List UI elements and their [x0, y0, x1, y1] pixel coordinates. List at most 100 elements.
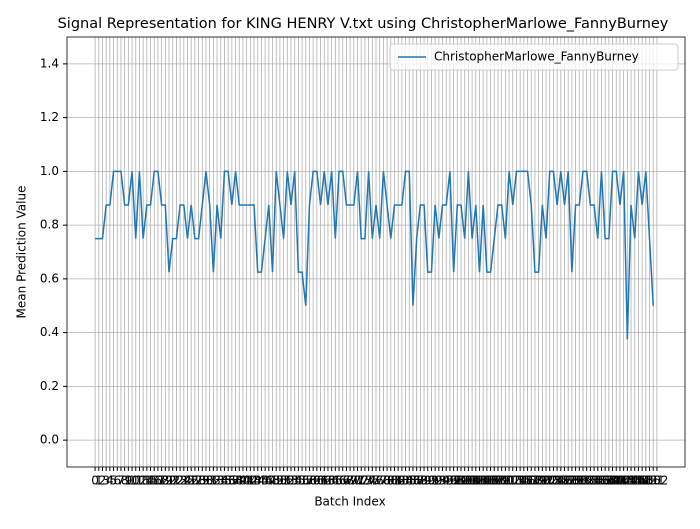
x-tick-label: 118: [520, 474, 543, 488]
x-tick-label: 43: [246, 474, 261, 488]
x-tick-label: 11: [128, 474, 143, 488]
x-tick-label: 98: [450, 474, 465, 488]
x-tick-label: 62: [317, 474, 332, 488]
legend: ChristopherMarlowe_FannyBurney: [389, 43, 679, 71]
x-tick-label: 60: [309, 474, 324, 488]
x-tick-label: 111: [494, 474, 517, 488]
x-axis-label: Batch Index: [314, 495, 385, 509]
x-tick-label: 26: [184, 474, 199, 488]
x-tick-label: 65: [328, 474, 343, 488]
x-tick-label: 103: [464, 474, 487, 488]
x-tick-label: 149: [634, 474, 657, 488]
x-tick-label: 14: [139, 474, 154, 488]
x-tick-label: 146: [623, 474, 646, 488]
x-tick-label: 80: [383, 474, 398, 488]
x-tick-label: 49: [269, 474, 284, 488]
x-tick-label: 17: [150, 474, 165, 488]
x-tick-label: 135: [583, 474, 606, 488]
x-tick-label: 58: [302, 474, 317, 488]
x-tick-label: 127: [553, 474, 576, 488]
x-tick-label: 29: [195, 474, 210, 488]
x-tick-label: 138: [594, 474, 617, 488]
x-tick-label: 78: [376, 474, 391, 488]
x-tick-label: 42: [243, 474, 258, 488]
x-tick-label: 8: [121, 474, 129, 488]
x-tick-label: 37: [224, 474, 239, 488]
x-tick-label: 87: [409, 474, 424, 488]
x-tick-label: 52: [280, 474, 295, 488]
x-tick-label: 25: [180, 474, 195, 488]
x-tick-label: 117: [516, 474, 539, 488]
x-tick-label: 134: [579, 474, 602, 488]
x-tick-label: 89: [416, 474, 431, 488]
x-tick-label: 66: [331, 474, 346, 488]
x-tick-label: 67: [335, 474, 350, 488]
x-tick-label: 15: [143, 474, 158, 488]
x-tick-label: 144: [616, 474, 639, 488]
x-tick-label: 112: [498, 474, 521, 488]
x-tick-label: 31: [202, 474, 217, 488]
x-tick-label: 55: [291, 474, 306, 488]
x-tick-label: 130: [564, 474, 587, 488]
x-tick-label: 109: [487, 474, 510, 488]
legend-label: ChristopherMarlowe_FannyBurney: [434, 50, 639, 64]
x-tick-label: 4: [106, 474, 114, 488]
x-tick-label: 141: [605, 474, 628, 488]
x-tick-label: 139: [597, 474, 620, 488]
x-tick-label: 81: [387, 474, 402, 488]
x-tick-label: 56: [294, 474, 309, 488]
x-tick-label: 72: [354, 474, 369, 488]
y-tick-label: 1.2: [40, 110, 59, 124]
x-tick-label: 84: [398, 474, 413, 488]
x-tick-label: 2: [99, 474, 107, 488]
x-tick-label: 143: [612, 474, 635, 488]
y-tick-label: 0.2: [40, 379, 59, 393]
x-tick-label: 13: [136, 474, 151, 488]
x-tick-label: 34: [213, 474, 228, 488]
x-tick-label: 12: [132, 474, 147, 488]
x-tick-label: 115: [509, 474, 532, 488]
x-tick-label: 114: [505, 474, 528, 488]
x-tick-label: 69: [342, 474, 357, 488]
x-tick-label: 102: [461, 474, 484, 488]
x-tick-label: 129: [560, 474, 583, 488]
legend-box: [389, 43, 679, 71]
x-tick-label: 123: [538, 474, 561, 488]
x-tick-label: 9: [125, 474, 133, 488]
x-tick-label: 108: [483, 474, 506, 488]
x-tick-label: 40: [235, 474, 250, 488]
x-tick-label: 137: [590, 474, 613, 488]
x-tick-label: 59: [306, 474, 321, 488]
x-tick-label: 104: [468, 474, 491, 488]
x-tick-label: 107: [479, 474, 502, 488]
x-tick-label: 64: [324, 474, 339, 488]
x-tick-label: 74: [361, 474, 376, 488]
x-tick-label: 85: [402, 474, 417, 488]
x-tick-label: 88: [413, 474, 428, 488]
x-tick-label: 79: [379, 474, 394, 488]
x-tick-label: 121: [531, 474, 554, 488]
x-tick-label: 105: [472, 474, 495, 488]
y-tick-label: 0.4: [40, 325, 59, 339]
x-tick-label: 110: [490, 474, 513, 488]
x-tick-label: 148: [631, 474, 654, 488]
y-tick-label: 0.6: [40, 271, 59, 285]
x-tick-label: 131: [568, 474, 591, 488]
x-tick-label: 3: [102, 474, 110, 488]
x-tick-label: 77: [372, 474, 387, 488]
x-tick-label: 120: [527, 474, 550, 488]
x-tick-label: 86: [405, 474, 420, 488]
x-tick-label: 21: [165, 474, 180, 488]
x-tick-label: 140: [601, 474, 624, 488]
x-tick-label: 30: [198, 474, 213, 488]
x-tick-label: 39: [232, 474, 247, 488]
x-tick-label: 99: [453, 474, 468, 488]
x-tick-label: 45: [254, 474, 269, 488]
x-tick-label: 75: [365, 474, 380, 488]
x-tick-label: 16: [147, 474, 162, 488]
x-tick-label: 125: [546, 474, 569, 488]
x-tick-label: 6: [113, 474, 121, 488]
x-tick-label: 96: [442, 474, 457, 488]
x-tick-label: 124: [542, 474, 565, 488]
x-tick-label: 22: [169, 474, 184, 488]
